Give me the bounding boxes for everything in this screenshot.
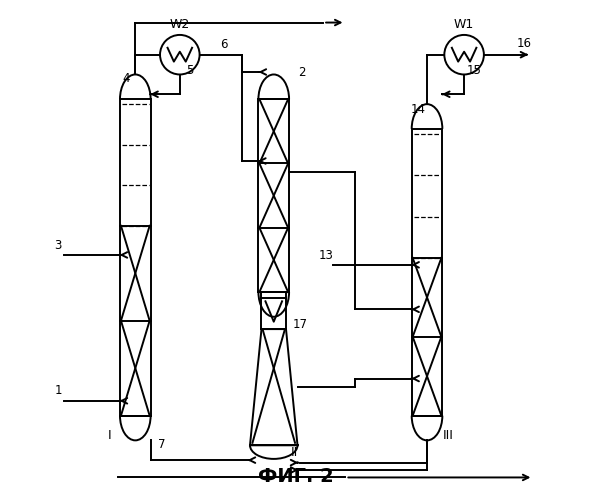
Text: 2: 2 (298, 66, 305, 78)
Text: 7: 7 (157, 438, 165, 451)
Text: W2: W2 (170, 18, 190, 30)
Bar (259, 99, 289, 292)
Circle shape (160, 35, 200, 74)
Text: 6: 6 (221, 38, 228, 52)
Text: II: II (291, 446, 298, 459)
Text: 15: 15 (466, 64, 481, 77)
Text: 14: 14 (411, 102, 426, 116)
Bar (411, 129, 442, 416)
Text: 3: 3 (54, 238, 62, 252)
Text: I: I (107, 429, 111, 442)
Bar (262, 292, 286, 329)
Polygon shape (250, 329, 298, 446)
Text: 5: 5 (186, 64, 194, 77)
Text: ФИГ. 2: ФИГ. 2 (258, 468, 334, 486)
Text: 13: 13 (318, 250, 333, 262)
Text: III: III (443, 429, 453, 442)
Text: 17: 17 (292, 318, 307, 330)
Bar (120, 99, 150, 416)
Circle shape (445, 35, 484, 74)
Text: 16: 16 (517, 38, 532, 51)
Text: W1: W1 (454, 18, 474, 30)
Text: 1: 1 (55, 384, 62, 398)
Text: 4: 4 (123, 72, 130, 85)
